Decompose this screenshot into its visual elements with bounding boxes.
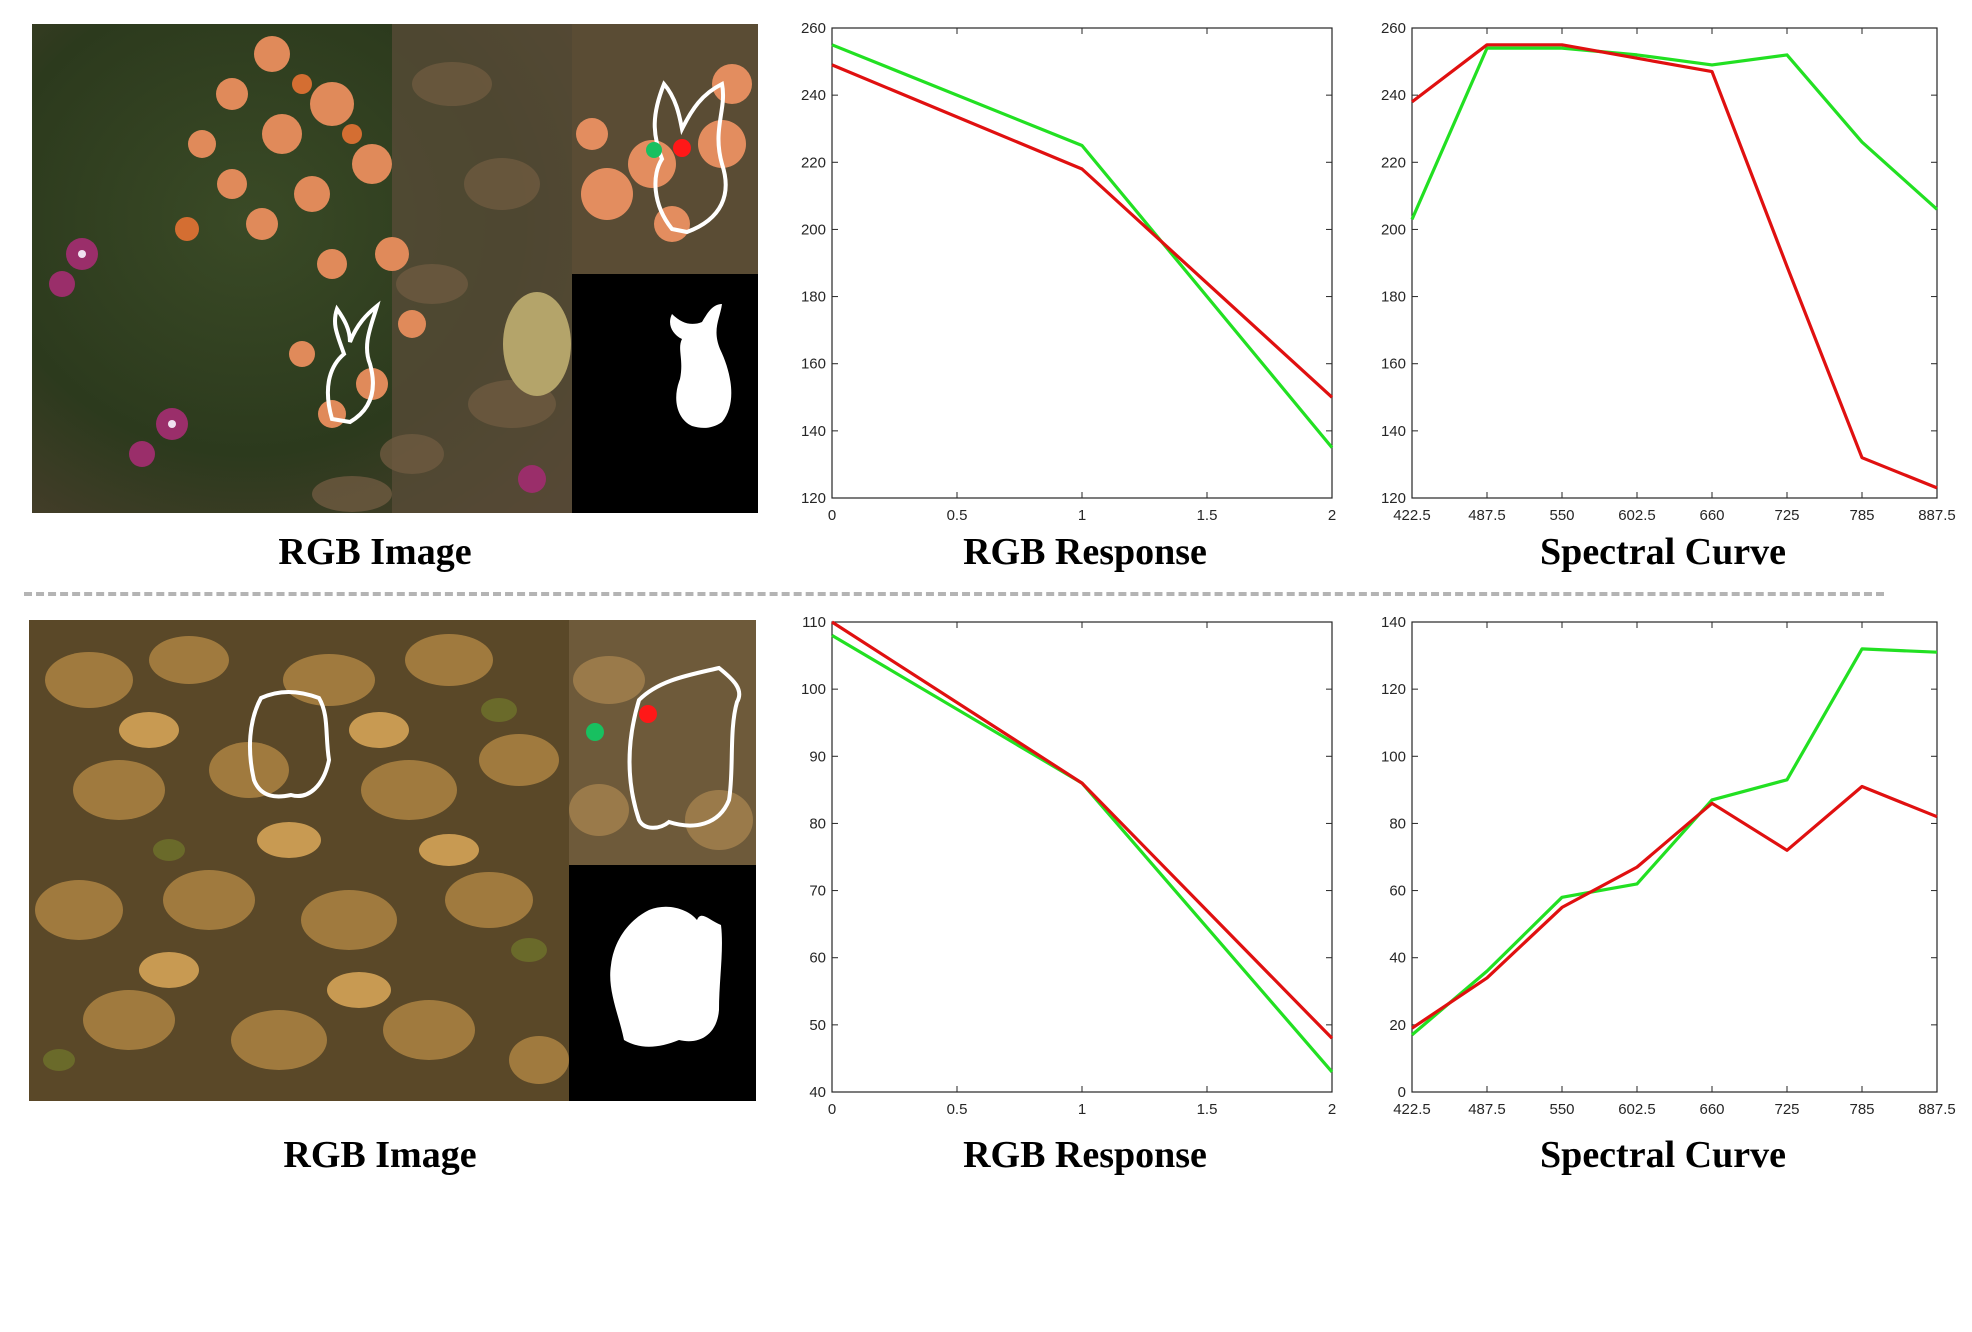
series-line <box>831 63 1334 399</box>
y-tick-label: 50 <box>809 1017 826 1034</box>
spectral-curve-caption: Spectral Curve <box>1540 1134 1786 1176</box>
series-line <box>831 620 1334 1040</box>
x-tick-label: 487.5 <box>1468 1101 1506 1118</box>
x-tick-label: 1.5 <box>1197 507 1218 524</box>
y-tick-label: 0 <box>1398 1084 1406 1101</box>
x-tick-label: 0 <box>828 1101 836 1118</box>
y-tick-label: 100 <box>801 681 826 698</box>
x-tick-label: 0.5 <box>947 1101 968 1118</box>
x-tick-label: 1 <box>1078 507 1086 524</box>
x-tick-label: 785 <box>1849 1101 1874 1118</box>
y-tick-label: 200 <box>1381 221 1406 238</box>
y-tick-label: 240 <box>1381 87 1406 104</box>
y-tick-label: 60 <box>809 950 826 967</box>
y-tick-label: 120 <box>1381 681 1406 698</box>
spectral-curve-chart: 120 140 160 180 200 220 240 260 422.5 487.5 550 602… <box>1360 18 1965 538</box>
x-tick-label: 887.5 <box>1918 1101 1956 1118</box>
y-tick-label: 40 <box>1389 950 1406 967</box>
chart-svg: 40 50 60 70 80 90 100 110 0 0.5 1 1.5 2 <box>801 614 1336 1118</box>
plot-frame <box>831 621 1333 1093</box>
x-tick-label: 2 <box>1328 507 1336 524</box>
x-tick-label: 660 <box>1699 507 1724 524</box>
x-tick-label: 660 <box>1699 1101 1724 1118</box>
series-line <box>831 43 1334 449</box>
y-tick-label: 160 <box>1381 356 1406 373</box>
series-line <box>831 634 1334 1073</box>
x-tick-label: 422.5 <box>1393 507 1431 524</box>
y-tick-label: 120 <box>1381 490 1406 507</box>
series-line <box>1411 43 1938 490</box>
y-tick-label: 140 <box>1381 423 1406 440</box>
y-tick-label: 260 <box>801 20 826 37</box>
chart-svg: 120 140 160 180 200 220 240 260 0 0.5 1 1.5 2 <box>801 20 1336 524</box>
y-tick-label: 240 <box>801 87 826 104</box>
y-tick-label: 110 <box>802 614 826 631</box>
series-line <box>1410 46 1939 221</box>
y-tick-label: 80 <box>809 815 826 832</box>
y-tick-label: 120 <box>801 490 826 507</box>
x-tick-label: 602.5 <box>1618 1101 1656 1118</box>
chart-svg: 120 140 160 180 200 220 240 260 422.5 487.5 550 602… <box>1381 20 1956 524</box>
x-tick-label: 422.5 <box>1393 1101 1431 1118</box>
spectral-curve-chart: 0 20 40 60 80 100 120 140 422.5 487.5 550 602.5 660 7… <box>1360 612 1965 1132</box>
rgb-image-caption: RGB Image <box>283 1134 477 1176</box>
y-tick-label: 60 <box>1389 883 1406 900</box>
y-tick-label: 140 <box>801 423 826 440</box>
y-tick-label: 80 <box>1389 815 1406 832</box>
y-tick-label: 180 <box>801 289 826 306</box>
plot-frame <box>1411 27 1938 499</box>
x-tick-label: 0.5 <box>947 507 968 524</box>
y-tick-label: 140 <box>1381 614 1406 631</box>
y-tick-label: 180 <box>1381 289 1406 306</box>
y-tick-label: 40 <box>809 1084 826 1101</box>
rgb-response-caption: RGB Response <box>963 1134 1207 1176</box>
plot-frame <box>1411 621 1938 1093</box>
x-tick-label: 550 <box>1549 1101 1574 1118</box>
x-tick-label: 785 <box>1849 507 1874 524</box>
y-tick-label: 160 <box>801 356 826 373</box>
x-tick-label: 725 <box>1774 507 1799 524</box>
y-tick-label: 100 <box>1381 748 1406 765</box>
x-tick-label: 887.5 <box>1918 507 1956 524</box>
row-divider <box>24 592 1884 596</box>
x-tick-label: 602.5 <box>1618 507 1656 524</box>
x-tick-label: 487.5 <box>1468 507 1506 524</box>
x-tick-label: 0 <box>828 507 836 524</box>
rgb-image-flowers <box>32 24 758 513</box>
y-tick-label: 220 <box>1381 154 1406 171</box>
x-tick-label: 725 <box>1774 1101 1799 1118</box>
rgb-response-caption: RGB Response <box>963 531 1207 573</box>
rgb-response-chart: 120 140 160 180 200 220 240 260 0 0.5 1 1.5 2 <box>780 18 1360 538</box>
chart-svg: 0 20 40 60 80 100 120 140 422.5 487.5 550 602.5 660 7… <box>1381 614 1956 1118</box>
x-tick-label: 550 <box>1549 507 1574 524</box>
y-tick-label: 70 <box>809 883 826 900</box>
x-tick-label: 1 <box>1078 1101 1086 1118</box>
x-tick-label: 1.5 <box>1197 1101 1218 1118</box>
series-line <box>1410 647 1938 1037</box>
y-tick-label: 260 <box>1381 20 1406 37</box>
plot-frame <box>831 27 1333 499</box>
y-tick-label: 200 <box>801 221 826 238</box>
spectral-curve-caption: Spectral Curve <box>1540 531 1786 573</box>
y-tick-label: 90 <box>809 748 826 765</box>
y-tick-label: 220 <box>801 154 826 171</box>
rgb-image-caption: RGB Image <box>278 531 472 573</box>
rgb-image-leaves <box>29 620 756 1101</box>
rgb-response-chart: 40 50 60 70 80 90 100 110 0 0.5 1 1.5 2 <box>780 612 1360 1132</box>
y-tick-label: 20 <box>1389 1017 1406 1034</box>
series-line <box>1411 784 1938 1030</box>
x-tick-label: 2 <box>1328 1101 1336 1118</box>
